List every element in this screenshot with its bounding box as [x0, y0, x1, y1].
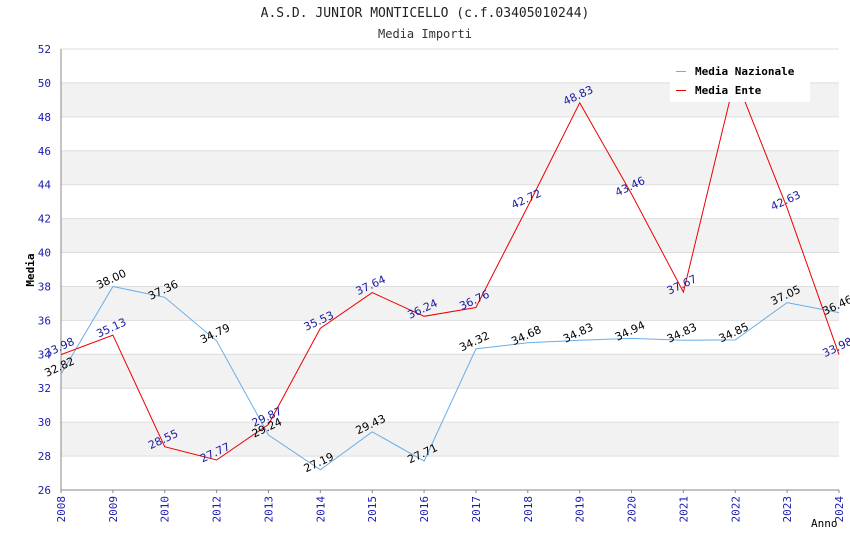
y-axis-label: Media	[24, 253, 37, 286]
x-tick-label: 2015	[366, 496, 379, 523]
x-tick-label: 2021	[677, 496, 690, 523]
chart-subtitle: Media Importi	[378, 27, 472, 41]
y-tick-label: 28	[38, 450, 51, 463]
data-label: 34.83	[561, 321, 595, 346]
legend-swatch-nazionale	[676, 70, 686, 72]
series-line-media-ente	[60, 75, 840, 461]
data-label: 34.94	[613, 319, 647, 344]
grid-band	[61, 422, 839, 457]
x-tick-label: 2009	[107, 496, 120, 523]
data-label: 34.85	[717, 320, 751, 345]
data-label: 34.83	[665, 321, 699, 346]
data-label: 34.32	[457, 329, 491, 354]
data-label: 42.63	[769, 188, 803, 213]
y-tick-label: 30	[38, 416, 51, 429]
x-tick-label: 2013	[262, 496, 275, 523]
y-tick-label: 44	[38, 179, 52, 192]
x-tick-label: 2008	[55, 496, 68, 523]
grid-band	[61, 218, 839, 253]
y-tick-label: 50	[38, 77, 51, 90]
y-tick-label: 26	[38, 484, 51, 497]
x-tick-label: 2019	[574, 496, 587, 523]
legend-item-media-nazionale: Media Nazionale	[676, 63, 794, 79]
x-tick-label: 2017	[470, 496, 483, 523]
y-tick-label: 34	[38, 348, 52, 361]
x-axis-label: Anno	[811, 517, 838, 530]
x-tick-label: 2023	[781, 496, 794, 523]
y-tick-label: 32	[38, 382, 51, 395]
x-tick-label: 2024	[833, 496, 846, 523]
x-tick-label: 2022	[729, 496, 742, 523]
chart-title: A.S.D. JUNIOR MONTICELLO (c.f.0340501024…	[260, 6, 590, 21]
legend-item-media-ente: Media Ente	[676, 82, 761, 98]
y-tick-label: 52	[38, 43, 51, 56]
x-tick-label: 2014	[314, 496, 327, 523]
y-tick-label: 42	[38, 213, 51, 226]
data-label: 34.68	[509, 323, 543, 348]
y-tick-label: 36	[38, 314, 51, 327]
y-tick-label: 40	[38, 247, 51, 260]
x-tick-label: 2020	[626, 496, 639, 523]
grid-band	[61, 354, 839, 389]
x-tick-label: 2016	[418, 496, 431, 523]
legend-swatch-ente	[676, 89, 686, 91]
y-tick-label: 46	[38, 145, 51, 158]
grid-band	[61, 286, 839, 321]
legend-label-nazionale: Media Nazionale	[695, 64, 795, 78]
grid-band	[61, 150, 839, 185]
x-tick-label: 2018	[522, 496, 535, 523]
y-tick-label: 48	[38, 111, 51, 124]
chart-legend: Media Nazionale Media Ente	[670, 60, 810, 102]
legend-label-ente: Media Ente	[695, 83, 762, 97]
y-tick-label: 38	[38, 280, 51, 293]
x-tick-label: 2012	[211, 496, 224, 523]
series-line-media-nazionale	[60, 285, 840, 471]
x-tick-label: 2010	[159, 496, 172, 523]
data-label: 42.72	[509, 187, 543, 212]
data-label: 34.79	[198, 321, 232, 346]
